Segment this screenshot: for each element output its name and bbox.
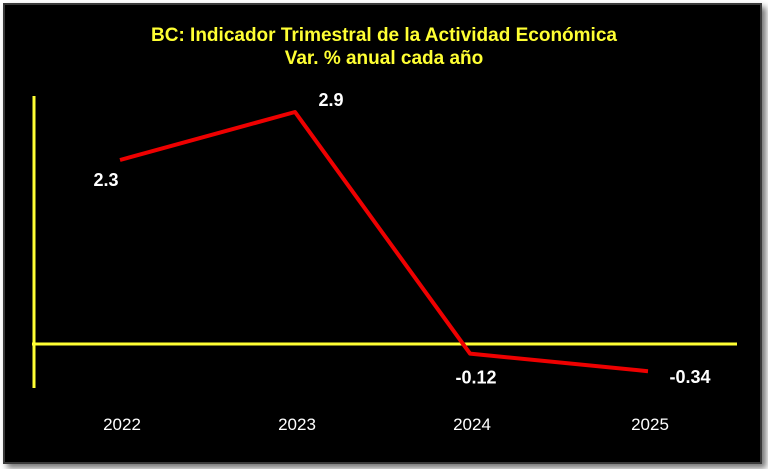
data-label: -0.34 [669, 367, 710, 387]
x-tick-label: 2024 [453, 415, 491, 434]
chart-title-block: BC: Indicador Trimestral de la Actividad… [0, 24, 768, 70]
x-tick-label: 2022 [103, 415, 141, 434]
series-line [119, 110, 649, 374]
x-tick-labels: 2022 2023 2024 2025 [103, 415, 669, 434]
chart-subtitle: Var. % anual cada año [284, 48, 484, 69]
chart-title: BC: Indicador Trimestral de la Actividad… [151, 25, 617, 46]
x-tick-label: 2025 [631, 415, 669, 434]
data-label: -0.12 [455, 368, 496, 388]
data-label: 2.9 [318, 90, 343, 110]
data-label: 2.3 [93, 170, 118, 190]
x-tick-label: 2023 [278, 415, 316, 434]
data-labels: 2.3 2.9 -0.12 -0.34 [93, 90, 710, 388]
